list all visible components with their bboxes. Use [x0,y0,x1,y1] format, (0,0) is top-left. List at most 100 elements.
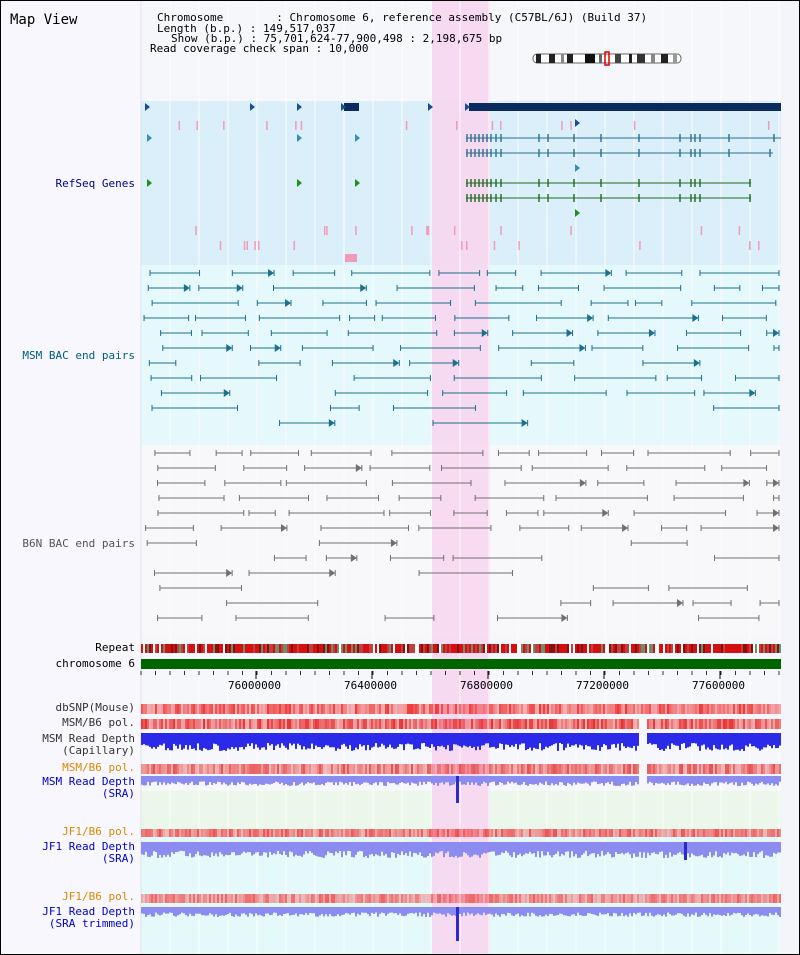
depth-bar [369,907,371,917]
depth-bar [341,776,343,783]
repeat-segment [453,644,455,653]
depth-bar [439,842,441,852]
depth-bar [179,907,181,915]
heat-cell [203,764,205,774]
heat-cell [649,719,651,729]
heat-cell [171,764,173,774]
heat-cell [141,894,143,903]
track-label-msm-depth-cap-2: (Capillary) [62,744,135,757]
heat-cell [465,829,467,837]
depth-bar [235,907,237,915]
heat-cell [361,764,363,774]
heat-cell [321,719,323,729]
repeat-mark [561,121,563,130]
heat-cell [711,894,713,903]
depth-bar [657,842,659,855]
heat-cell [403,719,405,729]
heat-cell [749,829,751,837]
depth-bar [559,733,561,743]
depth-bar [223,907,225,916]
depth-bar [515,776,517,783]
depth-bar [543,733,545,750]
heat-cell [505,764,507,774]
heat-cell [455,829,457,837]
heat-cell [229,704,231,714]
track-label-msm-bac[interactable]: MSM BAC end pairs [22,349,135,362]
strand-arrow [145,103,150,111]
depth-bar [469,907,471,915]
depth-bar [257,907,259,916]
heat-cell [619,704,621,714]
depth-bar [153,776,155,782]
heat-cell [451,719,453,729]
depth-bar [331,776,333,783]
heat-cell [737,829,739,837]
repeat-segment [639,644,641,653]
depth-bar [275,776,277,782]
repeat-segment [219,644,221,653]
depth-bar [401,842,403,852]
track-label-b6n-bac[interactable]: B6N BAC end pairs [22,537,135,550]
heat-cell [301,704,303,714]
heat-cell [661,719,663,729]
depth-bar [307,842,309,854]
track-label-refseq[interactable]: RefSeq Genes [55,177,135,190]
heat-cell [681,894,683,903]
bac-arrow [602,509,609,517]
depth-bar [343,776,345,785]
repeat-segment [165,644,167,653]
heat-cell [187,894,189,903]
heat-cell [551,829,553,837]
repeat-segment [621,644,623,653]
depth-bar [443,907,445,915]
heat-cell [357,829,359,837]
depth-bar [453,776,455,785]
repeat-segment [749,644,751,653]
heat-cell [475,719,477,729]
depth-bar [535,907,537,916]
heat-cell [311,719,313,729]
heat-cell [145,894,147,903]
heat-cell [703,894,705,903]
heat-cell [501,829,503,837]
heat-cell [671,894,673,903]
repeat-segment [345,644,347,653]
heat-cell [693,764,695,774]
heat-cell [149,829,151,837]
heat-cell [663,764,665,774]
heat-cell [219,704,221,714]
heat-cell [613,719,615,729]
heat-cell [639,894,641,903]
repeat-segment [677,644,679,653]
heat-cell [695,894,697,903]
heat-cell [567,719,569,729]
heat-cell [191,894,193,903]
depth-bar [617,776,619,786]
depth-bar [613,733,615,745]
repeat-segment [205,644,207,653]
heat-cell [267,829,269,837]
heat-cell [213,719,215,729]
depth-bar [613,907,615,913]
heat-cell [565,719,567,729]
repeat-segment [183,644,185,653]
heat-cell [769,829,771,837]
depth-bar [457,842,459,858]
heat-cell [595,704,597,714]
depth-bar [247,842,249,853]
heat-cell [181,704,183,714]
repeat-segment [439,644,441,653]
depth-bar [225,733,227,751]
heat-cell [431,704,433,714]
heat-cell [719,719,721,729]
repeat-segment [587,644,589,653]
heat-cell [657,764,659,774]
depth-bar [619,776,621,786]
heat-cell [399,894,401,903]
heat-cell [187,764,189,774]
heat-cell [279,764,281,774]
heat-cell [409,894,411,903]
depth-bar [391,776,393,784]
repeat-segment [499,644,501,653]
